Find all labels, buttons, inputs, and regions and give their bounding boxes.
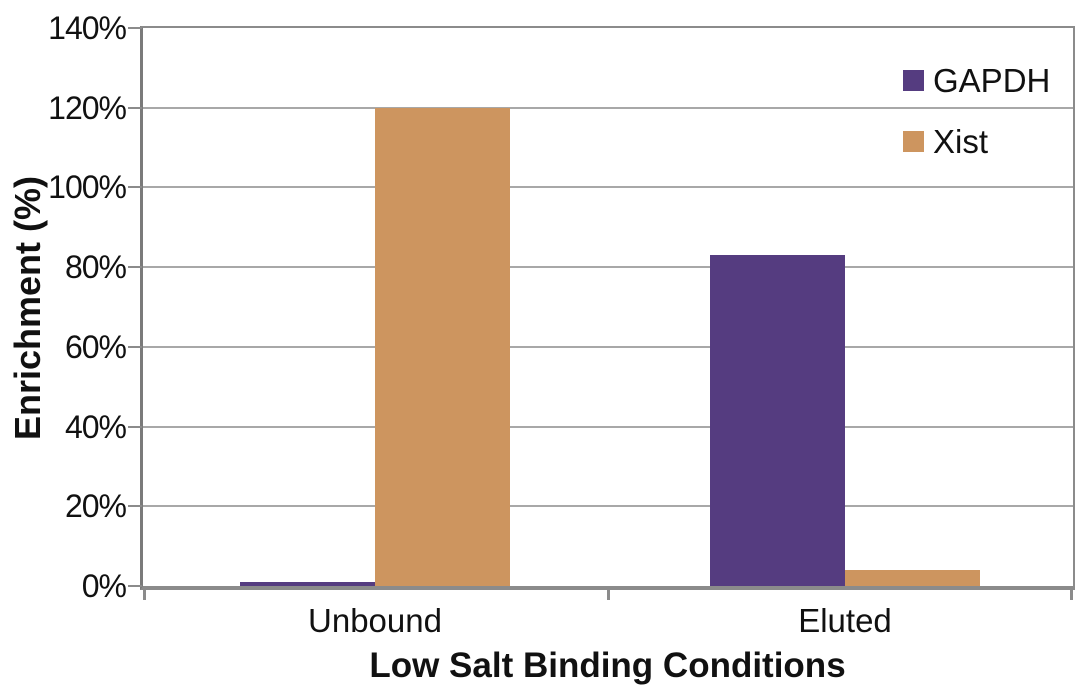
y-axis-tick-label: 40%	[64, 408, 127, 445]
y-axis-tick-label: 80%	[64, 249, 127, 286]
x-category-label-unbound: Unbound	[308, 602, 442, 639]
y-axis-tick-label: 20%	[64, 488, 127, 525]
y-axis-tick	[128, 425, 142, 428]
gapdh-swatch-icon	[903, 69, 924, 91]
y-axis-tick	[128, 266, 142, 269]
y-axis-tick	[128, 345, 142, 348]
gridline	[143, 425, 1073, 428]
plot-area: GAPDH Xist	[128, 26, 1075, 600]
legend-label-xist: Xist	[933, 122, 989, 160]
gridline	[143, 106, 1073, 109]
y-axis-tick-label: 0%	[81, 568, 127, 604]
y-axis-tick-label: 60%	[64, 328, 127, 365]
x-category-label-eluted: Eluted	[798, 602, 892, 639]
x-axis-tick	[143, 590, 146, 600]
legend: GAPDH Xist	[903, 62, 1050, 184]
gridline	[143, 186, 1073, 189]
legend-entry-xist: Xist	[903, 123, 1050, 159]
x-axis-title: Low Salt Binding Conditions	[369, 646, 846, 685]
y-axis-title: Enrichment (%)	[7, 175, 48, 441]
legend-label-gapdh: GAPDH	[933, 61, 1051, 99]
y-axis-tick	[128, 186, 142, 189]
bar-eluted-xist	[845, 570, 980, 586]
bar-eluted-gapdh	[710, 255, 845, 586]
y-axis-tick-label: 120%	[48, 89, 127, 126]
bar-unbound-xist	[375, 108, 510, 586]
gridline	[143, 345, 1073, 348]
xist-swatch-icon	[903, 130, 924, 152]
y-axis-tick-label: 140%	[48, 10, 127, 46]
x-axis-tick	[607, 590, 610, 600]
y-axis-tick	[128, 106, 142, 109]
y-axis-tick-label: 100%	[48, 169, 127, 206]
gridline	[143, 266, 1073, 269]
y-axis-tick	[128, 505, 142, 508]
bar-unbound-gapdh	[240, 582, 375, 586]
y-axis-tick	[128, 27, 142, 29]
gridline	[143, 505, 1073, 508]
y-axis-tick	[128, 585, 142, 587]
x-axis-tick	[1070, 590, 1073, 600]
legend-entry-gapdh: GAPDH	[903, 62, 1050, 98]
